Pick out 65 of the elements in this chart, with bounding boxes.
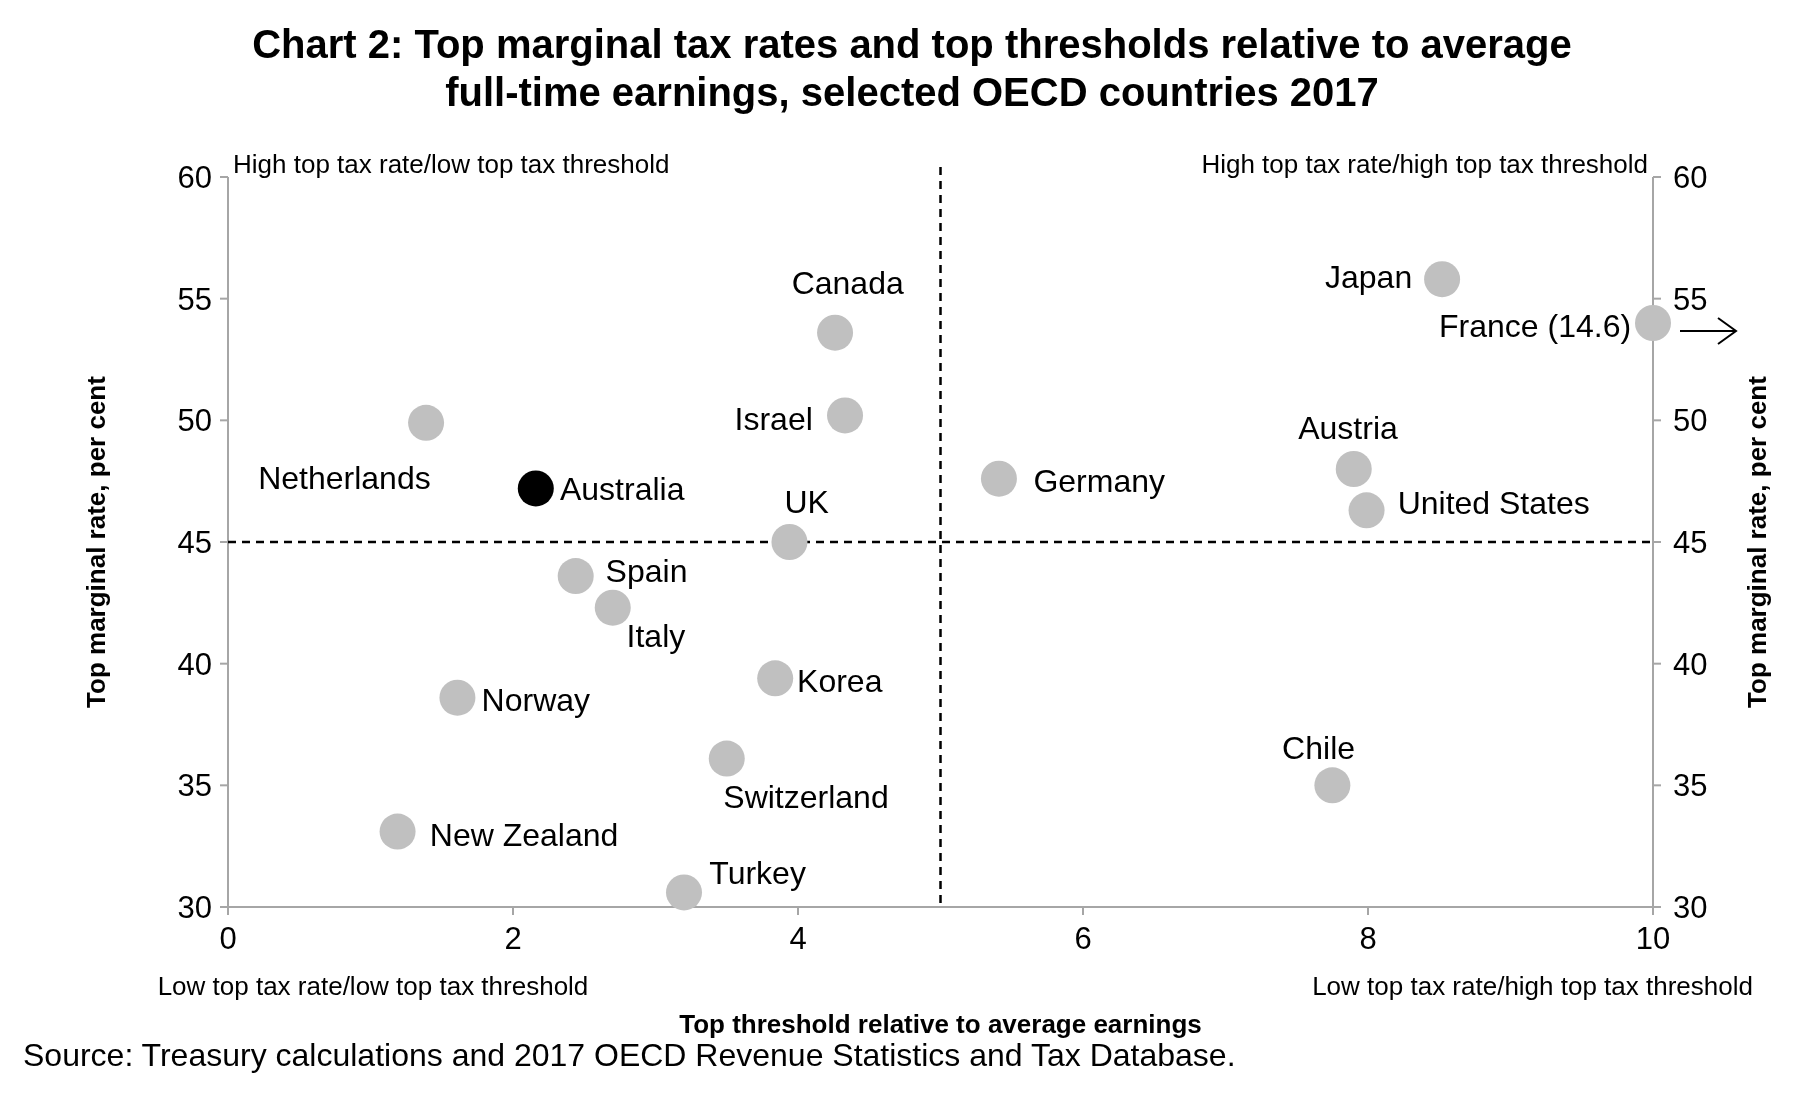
y-axis-title: Top marginal rate, per cent xyxy=(81,375,111,708)
point xyxy=(827,397,864,434)
point xyxy=(666,874,702,911)
y2-tick-label: 35 xyxy=(1673,768,1708,804)
y-tick-label: 35 xyxy=(177,768,212,804)
y2-tick-label: 50 xyxy=(1673,403,1708,439)
point xyxy=(1348,492,1385,529)
annotation: Korea xyxy=(797,662,883,699)
x-tick-label: 4 xyxy=(789,921,807,956)
chart-title: Chart 2: Top marginal tax rates and top thresholds relative to average full-time earnings, selected OECD countries 2017 xyxy=(252,22,1572,114)
y-tick-label: 40 xyxy=(177,646,212,682)
point xyxy=(817,314,854,351)
point xyxy=(1335,451,1372,487)
x-tick-label: 8 xyxy=(1359,921,1377,956)
text: Low top tax rate/low top tax threshold xyxy=(157,971,589,1001)
annotation: Australia xyxy=(559,470,685,507)
annotation: Switzerland xyxy=(723,778,889,815)
text: Low top tax rate/high top tax threshold xyxy=(1312,971,1753,1001)
point xyxy=(771,524,808,560)
annotation: United States xyxy=(1397,484,1590,521)
point xyxy=(708,740,745,777)
annotation: Chile xyxy=(1282,729,1356,766)
annotation: Italy xyxy=(626,617,686,654)
x-tick-label: 0 xyxy=(219,921,237,956)
y-tick-label: 30 xyxy=(177,889,212,925)
point xyxy=(594,589,631,626)
annotation: Israel xyxy=(734,401,813,438)
annotation: New Zealand xyxy=(429,817,619,854)
annotation: High top tax rate/low top tax threshold xyxy=(233,149,670,179)
x-tick-label: 6 xyxy=(1074,921,1092,956)
point xyxy=(439,679,476,716)
annotation: Turkey xyxy=(709,855,806,892)
annotation: Canada xyxy=(791,265,904,302)
y2-tick-label: 40 xyxy=(1673,646,1708,682)
x-axis-title: Top threshold relative to average earnings xyxy=(679,1009,1202,1039)
y2-tick-label: 60 xyxy=(1673,159,1708,195)
point xyxy=(379,813,416,850)
point xyxy=(1314,767,1351,804)
y-tick-label: 55 xyxy=(177,281,212,317)
annotation: Germany xyxy=(1033,463,1166,500)
annotation: Austria xyxy=(1298,409,1398,446)
y2-tick-label: 45 xyxy=(1673,524,1708,560)
y-tick-label: 60 xyxy=(177,159,212,195)
point xyxy=(517,470,554,507)
y2-axis-title: Top marginal rate, per cent xyxy=(1742,375,1772,708)
y-tick-label: 50 xyxy=(177,403,212,439)
annotation: France (14.6) xyxy=(1439,307,1632,344)
annotation: Norway xyxy=(481,682,591,719)
y2-tick-label: 30 xyxy=(1673,889,1708,925)
annotation: High top tax rate/high top tax threshold xyxy=(1201,149,1648,179)
annotation: UK xyxy=(784,483,829,520)
point xyxy=(408,404,445,441)
x-tick-label: 10 xyxy=(1635,921,1671,956)
point xyxy=(757,660,794,697)
x-tick-label: 2 xyxy=(504,921,522,956)
annotation: Spain xyxy=(605,552,688,589)
y2-tick-label: 55 xyxy=(1673,281,1708,317)
source-note: Source: Treasury calculations and 2017 OECD Revenue Statistics and Tax Database. xyxy=(23,1037,1236,1073)
point xyxy=(980,460,1017,497)
point xyxy=(1635,305,1671,341)
annotation: Japan xyxy=(1325,259,1413,296)
point xyxy=(557,558,594,595)
y-tick-label: 45 xyxy=(177,524,212,560)
point xyxy=(1424,261,1461,298)
annotation: Netherlands xyxy=(258,460,431,497)
